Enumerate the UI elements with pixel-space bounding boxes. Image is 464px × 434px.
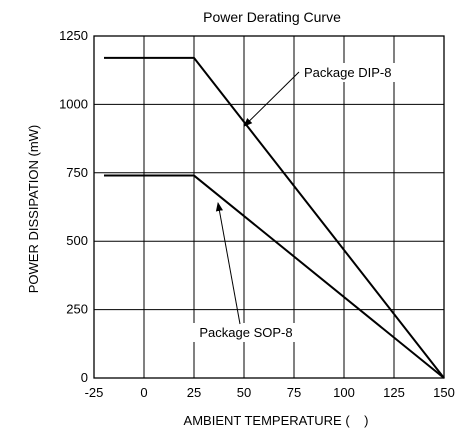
y-tick-label: 500 — [66, 233, 88, 248]
series-line-dip-8 — [104, 56, 445, 379]
annotation-label: Package SOP-8 — [199, 325, 292, 340]
x-tick-label: 125 — [383, 385, 405, 400]
annotations: Package DIP-8 Package SOP-8 — [192, 63, 403, 342]
annotation-arrow — [215, 202, 241, 325]
x-tick-label: 75 — [287, 385, 301, 400]
y-tick-label: 0 — [81, 370, 88, 385]
series-line-sop-8 — [104, 174, 445, 379]
y-tick-label: 1250 — [59, 28, 88, 43]
annotation-label-bg — [299, 63, 403, 82]
y-tick-label: 1000 — [59, 96, 88, 111]
annotation-label-bg — [192, 323, 300, 342]
plot-frame — [93, 35, 445, 379]
x-tick-label: 50 — [237, 385, 251, 400]
y-tick-labels: 0 250 500 750 1000 1250 — [59, 28, 88, 385]
x-tick-label: 100 — [333, 385, 355, 400]
x-axis-label: AMBIENT TEMPERATURE ( ) — [184, 413, 369, 428]
x-tick-labels: -25 0 25 50 75 100 125 150 — [85, 385, 455, 400]
annotation-label: Package DIP-8 — [304, 65, 391, 80]
x-tick-label: 25 — [187, 385, 201, 400]
series-lines — [104, 56, 445, 379]
y-tick-label: 250 — [66, 302, 88, 317]
annotation-arrow — [243, 71, 300, 127]
y-axis-label: POWER DISSIPATION (mW) — [26, 125, 41, 294]
chart-title: Power Derating Curve — [203, 9, 341, 25]
x-tick-label: 0 — [140, 385, 147, 400]
x-tick-label: -25 — [85, 385, 104, 400]
x-tick-label: 150 — [433, 385, 455, 400]
y-tick-label: 750 — [66, 165, 88, 180]
